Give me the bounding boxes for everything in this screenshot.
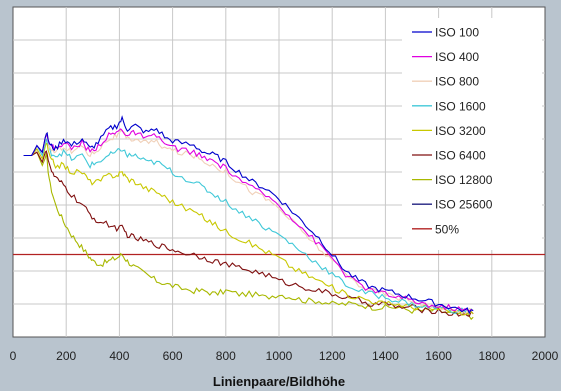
series-line-iso-100 [23,115,474,315]
legend-label-iso-25600: ISO 25600 [435,198,493,212]
x-tick-label: 400 [109,349,129,363]
legend-label-iso-12800: ISO 12800 [435,173,493,187]
series-line-iso-3200 [23,142,474,316]
series-line-iso-400 [23,128,474,312]
x-tick-label: 1600 [425,349,452,363]
x-tick-label: 1400 [372,349,399,363]
x-tick-label: 1000 [266,349,293,363]
series-line-iso-1600 [23,138,474,315]
x-tick-label: 1200 [319,349,346,363]
legend-label-iso-100: ISO 100 [435,26,479,40]
legend-label-iso-6400: ISO 6400 [435,149,486,163]
x-tick-label: 200 [56,349,76,363]
legend-label-iso-1600: ISO 1600 [435,99,486,113]
legend-label-iso-800: ISO 800 [435,75,479,89]
series-lines [23,115,474,321]
x-tick-label: 600 [163,349,183,363]
x-axis-label: Linienpaare/Bildhöhe [213,374,345,389]
x-axis-tick-labels: 0 200 400 600 800 1000 1200 1400 1600 1800 2000 [10,349,559,363]
x-tick-label: 2000 [532,349,559,363]
series-line-iso-12800 [23,151,474,321]
x-tick-label: 800 [216,349,236,363]
legend: ISO 100 ISO 400 ISO 800 ISO 1600 ISO 3200 ISO… [402,18,542,250]
legend-label-iso-400: ISO 400 [435,50,479,64]
legend-label-50-: 50% [435,222,459,236]
x-tick-label: 0 [10,349,17,363]
legend-label-iso-3200: ISO 3200 [435,124,486,138]
series-line-iso-800 [23,129,474,315]
x-tick-label: 1800 [478,349,505,363]
